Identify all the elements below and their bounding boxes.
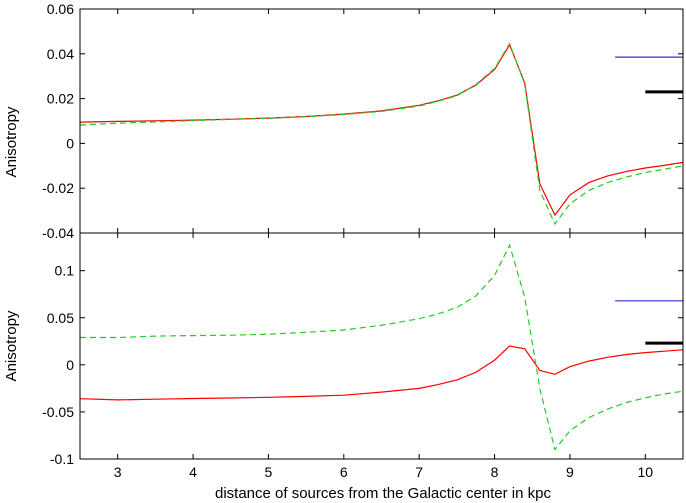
bottom-panel: -0.1 -0.05 0 0.05 0.1 3 4 5 6 7 8 9 10 Anisotropy di… — [3, 232, 684, 502]
series-line-dashed-green — [80, 42, 683, 226]
x-tick-label: 4 — [189, 464, 197, 480]
top-panel-series — [80, 42, 683, 226]
x-tick-label: 5 — [265, 464, 273, 480]
bottom-panel-reference-bars — [615, 300, 683, 345]
y-tick-label: 0 — [66, 135, 74, 151]
y-tick-label: -0.05 — [42, 404, 74, 420]
bottom-panel-frame — [79, 232, 684, 460]
x-tick-label: 10 — [638, 464, 654, 480]
x-axis-label: distance of sources from the Galactic ce… — [215, 485, 551, 502]
x-tick-label: 8 — [491, 464, 499, 480]
y-tick-label: -0.02 — [42, 180, 74, 196]
top-panel-ticks: -0.04 -0.02 0 0.02 0.04 0.06 — [42, 1, 683, 241]
x-tick-label: 9 — [566, 464, 574, 480]
y-tick-label: -0.1 — [50, 451, 74, 467]
x-tick-label: 7 — [415, 464, 423, 480]
y-tick-label: 0.04 — [47, 46, 74, 62]
y-tick-label: 0.02 — [47, 91, 74, 107]
x-tick-label: 3 — [114, 464, 122, 480]
y-tick-label: 0.06 — [47, 1, 74, 17]
y-tick-label: 0.05 — [47, 310, 74, 326]
y-tick-label: 0 — [66, 357, 74, 373]
y-tick-label: -0.04 — [42, 225, 74, 241]
y-tick-label: 0.1 — [55, 263, 75, 279]
bottom-panel-ylabel: Anisotropy — [3, 310, 20, 381]
x-tick-label: 6 — [340, 464, 348, 480]
series-line-dashed-green — [80, 243, 683, 451]
bottom-panel-series — [80, 243, 683, 451]
bottom-panel-ticks: -0.1 -0.05 0 0.05 0.1 3 4 5 6 7 8 9 10 — [42, 233, 683, 480]
top-panel-reference-bars — [615, 56, 683, 94]
series-line-solid-red — [80, 345, 683, 401]
top-panel-ylabel: Anisotropy — [3, 106, 20, 177]
